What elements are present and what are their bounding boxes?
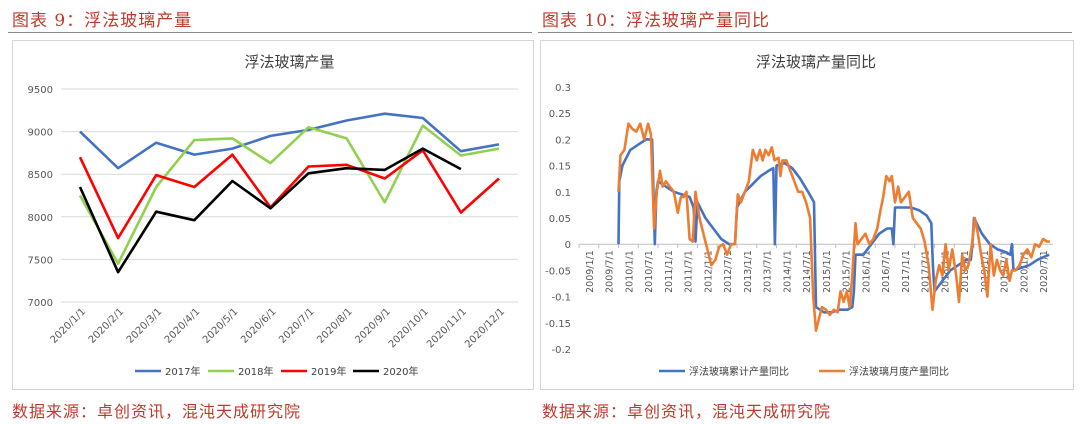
right-chart-panel: 浮法玻璃产量同比 -0.2 -0.15 -0.1 -0.05 0 0.05 0.1 0.15 0.… bbox=[540, 40, 1074, 390]
x-tick-label: 2010/7/1 bbox=[644, 250, 655, 293]
x-tick-label: 2020/9/1 bbox=[353, 306, 393, 346]
x-tick-label: 2013/1/1 bbox=[743, 250, 754, 293]
left-caption-rule bbox=[8, 32, 532, 33]
x-tick-label: 2017/1/1 bbox=[901, 250, 912, 293]
x-tick-label: 2020/7/1 bbox=[277, 306, 317, 346]
x-tick-label: 2020/6/1 bbox=[239, 306, 279, 346]
left-chart-panel: 浮法玻璃产量 7000 7500 8000 8500 9000 9500 2020/1/1 20… bbox=[12, 40, 534, 390]
x-tick-label: 2020/1/1 bbox=[1019, 250, 1030, 293]
right-caption-rule bbox=[538, 32, 1072, 33]
x-tick-label: 2020/2/1 bbox=[87, 306, 127, 346]
legend-label: 浮法玻璃月度产量同比 bbox=[849, 365, 949, 378]
x-tick-label: 2020/7/1 bbox=[1039, 250, 1050, 293]
x-tick-label: 2020/12/1 bbox=[463, 306, 507, 350]
series-line bbox=[78, 147, 462, 274]
x-tick-label: 2014/1/1 bbox=[782, 250, 793, 293]
y-tick-label: 0 bbox=[565, 240, 571, 251]
x-tick-label: 2020/4/1 bbox=[163, 306, 203, 346]
x-tick-label: 2020/1/1 bbox=[49, 306, 89, 346]
series-line bbox=[79, 112, 500, 170]
legend-label: 浮法玻璃累计产量同比 bbox=[689, 365, 789, 378]
x-tick-label: 2020/11/1 bbox=[425, 306, 469, 350]
right-figure-caption: 图表 10：浮法玻璃产量同比 bbox=[542, 11, 771, 31]
x-tick-label: 2015/1/1 bbox=[822, 250, 833, 293]
x-tick-label: 2016/1/1 bbox=[861, 250, 872, 293]
left-figure-caption: 图表 9：浮法玻璃产量 bbox=[12, 11, 193, 31]
x-tick-label: 2015/7/1 bbox=[842, 250, 853, 293]
legend-label: 2017年 bbox=[165, 365, 200, 378]
y-tick-label: 0.25 bbox=[549, 109, 571, 120]
series-line bbox=[78, 124, 500, 265]
x-tick-label: 2020/3/1 bbox=[125, 306, 165, 346]
y-tick-label: 0.2 bbox=[555, 135, 571, 146]
x-tick-label: 2011/1/1 bbox=[664, 250, 675, 293]
x-tick-label: 2017/7/1 bbox=[921, 250, 932, 293]
y-tick-label: -0.15 bbox=[545, 319, 571, 330]
y-tick-label: 7000 bbox=[28, 298, 53, 309]
x-tick-label: 2018/1/1 bbox=[940, 250, 951, 293]
series-line bbox=[78, 149, 500, 240]
x-tick-label: 2014/7/1 bbox=[802, 250, 813, 293]
y-tick-label: 0.15 bbox=[549, 162, 571, 173]
x-tick-label: 2009/7/1 bbox=[605, 250, 616, 293]
y-tick-label: -0.1 bbox=[551, 293, 571, 304]
x-tick-label: 2020/10/1 bbox=[387, 306, 431, 350]
x-tick-label: 2010/1/1 bbox=[624, 250, 635, 293]
x-tick-label: 2016/7/1 bbox=[881, 250, 892, 293]
legend-label: 2020年 bbox=[383, 365, 418, 378]
y-tick-label: 8500 bbox=[28, 170, 53, 181]
x-tick-label: 2020/8/1 bbox=[315, 306, 355, 346]
legend-label: 2019年 bbox=[311, 365, 346, 378]
y-tick-label: 9500 bbox=[28, 85, 53, 96]
y-tick-label: 0.3 bbox=[555, 83, 571, 94]
x-tick-label: 2012/7/1 bbox=[723, 250, 734, 293]
y-tick-label: -0.05 bbox=[545, 266, 571, 277]
series-line bbox=[617, 122, 1050, 332]
production-line-chart: 浮法玻璃产量7000750080008500900095002020/1/120… bbox=[28, 53, 518, 378]
x-tick-label: 2009/1/1 bbox=[585, 250, 596, 293]
y-tick-label: 8000 bbox=[28, 213, 53, 224]
legend-label: 2018年 bbox=[238, 365, 273, 378]
y-tick-label: 0.05 bbox=[549, 214, 571, 225]
x-tick-label: 2020/5/1 bbox=[201, 306, 241, 346]
chart-title: 浮法玻璃产量同比 bbox=[756, 53, 876, 71]
y-tick-label: -0.2 bbox=[551, 345, 571, 356]
x-tick-label: 2013/7/1 bbox=[763, 250, 774, 293]
yoy-line-chart: 浮法玻璃产量同比 -0.2 -0.15 -0.1 -0.05 0 0.05 0.1 0.15 0.… bbox=[545, 53, 1053, 378]
x-tick-label: 2012/1/1 bbox=[703, 250, 714, 293]
y-tick-label: 9000 bbox=[28, 128, 53, 139]
y-tick-label: 7500 bbox=[28, 255, 53, 266]
right-source-note: 数据来源：卓创资讯，混沌天成研究院 bbox=[542, 402, 832, 421]
y-tick-label: 0.1 bbox=[555, 188, 571, 199]
chart-title: 浮法玻璃产量 bbox=[244, 53, 334, 71]
x-tick-label: 2011/7/1 bbox=[684, 250, 695, 293]
left-source-note: 数据来源：卓创资讯，混沌天成研究院 bbox=[12, 402, 302, 421]
